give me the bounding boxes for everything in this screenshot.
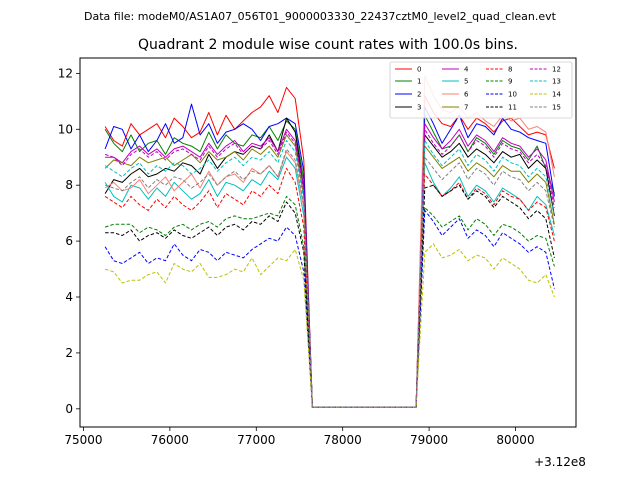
legend-label-10: 10 bbox=[508, 91, 517, 99]
x-axis-ticks: 75000 76000 77000 78000 79000 80000 bbox=[64, 427, 535, 447]
legend-label-6: 6 bbox=[464, 91, 469, 99]
y-axis-ticks: 0 2 4 6 8 10 12 bbox=[58, 66, 80, 416]
legend-label-7: 7 bbox=[464, 104, 468, 112]
y-tick-label: 0 bbox=[65, 402, 73, 416]
legend-label-3: 3 bbox=[417, 104, 421, 112]
legend-label-12: 12 bbox=[552, 66, 561, 74]
legend-label-8: 8 bbox=[508, 66, 512, 74]
x-offset-label: +3.12e8 bbox=[534, 455, 586, 469]
legend-label-2: 2 bbox=[417, 91, 421, 99]
series-line-13 bbox=[104, 140, 555, 408]
x-tick-label: 80000 bbox=[496, 433, 534, 447]
x-tick-label: 78000 bbox=[324, 433, 362, 447]
legend-label-11: 11 bbox=[508, 104, 517, 112]
y-tick-label: 10 bbox=[58, 122, 73, 136]
legend-label-4: 4 bbox=[464, 66, 469, 74]
y-tick-label: 2 bbox=[65, 346, 73, 360]
x-tick-label: 77000 bbox=[237, 433, 275, 447]
x-tick-label: 79000 bbox=[410, 433, 448, 447]
legend-label-13: 13 bbox=[552, 78, 561, 86]
series-line-14 bbox=[104, 243, 555, 408]
legend-label-1: 1 bbox=[417, 78, 421, 86]
x-tick-label: 75000 bbox=[64, 433, 102, 447]
y-tick-label: 6 bbox=[65, 234, 73, 248]
legend-label-9: 9 bbox=[508, 78, 512, 86]
y-tick-label: 4 bbox=[65, 290, 73, 304]
series-line-12 bbox=[104, 128, 555, 408]
legend-label-5: 5 bbox=[464, 78, 468, 86]
chart-title: Quadrant 2 module wise count rates with … bbox=[138, 37, 518, 53]
legend-box bbox=[389, 61, 573, 119]
axes-frame bbox=[79, 57, 577, 428]
series-line-10 bbox=[104, 209, 555, 408]
series-line-15 bbox=[104, 148, 555, 408]
x-tick-label: 76000 bbox=[151, 433, 189, 447]
series-line-9 bbox=[104, 195, 555, 408]
legend-label-0: 0 bbox=[417, 66, 421, 74]
y-tick-label: 12 bbox=[58, 66, 73, 80]
legend-label-15: 15 bbox=[552, 104, 561, 112]
y-tick-label: 8 bbox=[65, 178, 73, 192]
data-file-label: Data file: modeM0/AS1A07_056T01_90000033… bbox=[84, 10, 557, 23]
plot-lines bbox=[104, 75, 555, 408]
legend-label-14: 14 bbox=[552, 91, 561, 99]
